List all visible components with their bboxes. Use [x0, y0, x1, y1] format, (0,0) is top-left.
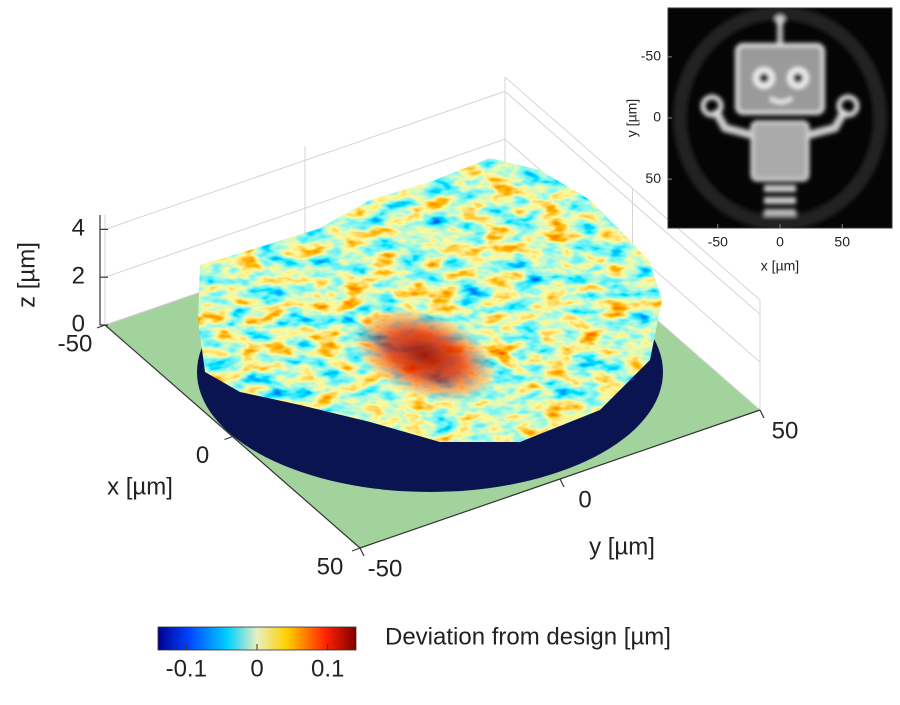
colorbar-tick-label: 0.1 [311, 655, 344, 682]
inset-y-tick-label: -50 [641, 48, 661, 64]
y-tick [759, 409, 765, 419]
inset-x-tick-label: 50 [834, 234, 850, 250]
x-tick [224, 435, 233, 441]
inset-x-label: x [µm] [761, 258, 799, 274]
y-tick [359, 547, 365, 557]
inset-x-tick-label: -50 [708, 234, 728, 250]
x-tick-label: 50 [317, 553, 344, 580]
x-tick [351, 547, 361, 552]
inset: x [µm] y [µm] -50 0 50 -50 0 50 [624, 7, 893, 274]
z-tick-label: 0 [72, 310, 85, 337]
x-tick-label: 0 [196, 442, 209, 469]
x-tick-label: -50 [58, 330, 93, 357]
z-axis-label: z [µm] [13, 242, 40, 308]
x-axis-label: x [µm] [107, 473, 173, 500]
grid-line [104, 138, 761, 363]
colorbar-tick-label: 0 [250, 655, 263, 682]
surface-hotspot [353, 307, 497, 403]
inset-y-tick-label: 0 [653, 109, 661, 125]
inset-x-tick-label: 0 [776, 234, 784, 250]
y-axis-label: y [µm] [589, 533, 655, 560]
surface [197, 158, 663, 492]
y-tick [559, 478, 565, 488]
z-tick-label: 2 [72, 263, 85, 290]
colorbar-label: Deviation from design [µm] [385, 623, 671, 650]
z-tick-label: 4 [72, 215, 85, 242]
y-tick-label: 0 [578, 486, 591, 513]
y-tick-label: -50 [368, 555, 403, 582]
inset-y-tick-label: 50 [645, 170, 661, 186]
grid-line [104, 90, 761, 315]
inset-y-label: y [µm] [624, 99, 640, 137]
robot-image [673, 8, 887, 228]
colorbar-tick-label: -0.1 [166, 655, 207, 682]
y-tick-label: 50 [772, 417, 799, 444]
